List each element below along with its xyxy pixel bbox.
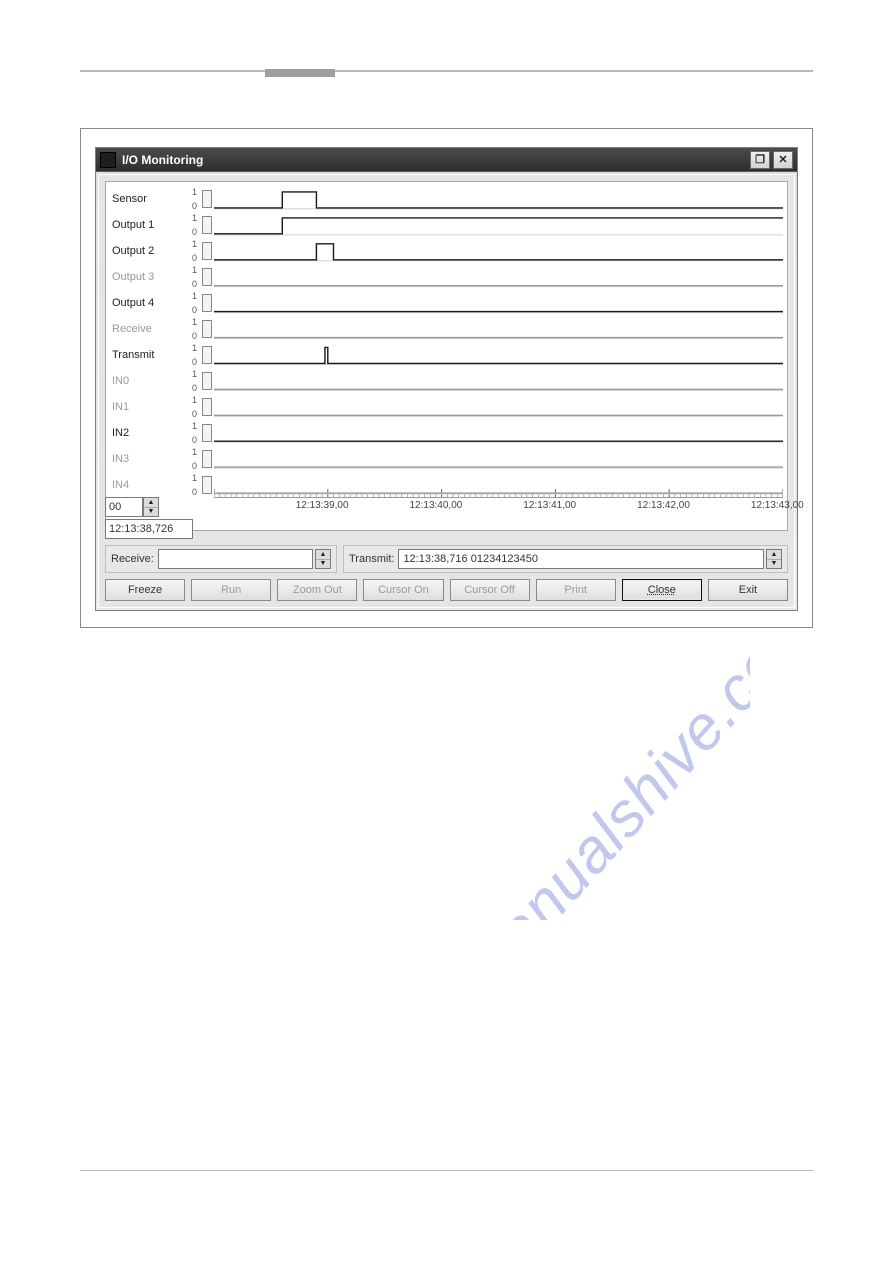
axis-tick: 12:13:41,00 bbox=[523, 500, 576, 511]
window-icon bbox=[100, 152, 116, 168]
freeze-button[interactable]: Freeze bbox=[105, 579, 185, 601]
signal-scale: 10 bbox=[192, 186, 214, 212]
exit-button[interactable]: Exit bbox=[708, 579, 788, 601]
receive-spinner[interactable]: ▲ ▼ bbox=[315, 549, 331, 569]
signal-scale: 10 bbox=[192, 316, 214, 342]
close-action-button[interactable]: Close bbox=[622, 579, 702, 601]
signal-scale: 10 bbox=[192, 264, 214, 290]
signal-label: Transmit bbox=[110, 342, 192, 368]
zoom-out-button[interactable]: Zoom Out bbox=[277, 579, 357, 601]
cursor-off-button[interactable]: Cursor Off bbox=[450, 579, 530, 601]
cursor-on-button[interactable]: Cursor On bbox=[363, 579, 443, 601]
timing-chart: SensorOutput 1Output 2Output 3Output 4Re… bbox=[105, 181, 788, 531]
receive-label: Receive: bbox=[111, 553, 154, 565]
time-readout: 12:13:38,726 bbox=[105, 519, 193, 539]
signal-scales: 101010101010101010101010 bbox=[192, 186, 214, 526]
axis-tick: 12:13:43,00 bbox=[751, 500, 804, 511]
spinner-down-icon[interactable]: ▼ bbox=[144, 508, 158, 517]
page-tab-marker bbox=[265, 69, 335, 77]
index-spinner[interactable]: ▲ ▼ bbox=[143, 497, 159, 517]
transmit-label: Transmit: bbox=[349, 553, 394, 565]
signal-scale: 10 bbox=[192, 290, 214, 316]
signal-scale: 10 bbox=[192, 394, 214, 420]
signal-label: IN2 bbox=[110, 420, 192, 446]
index-value[interactable]: 00 bbox=[105, 497, 143, 517]
signal-scale: 10 bbox=[192, 368, 214, 394]
signal-scale: 10 bbox=[192, 238, 214, 264]
plot-column: 12:13:39,00 12:13:40,00 12:13:41,00 12:13:4… bbox=[214, 186, 783, 526]
signal-label: Output 1 bbox=[110, 212, 192, 238]
signal-scale: 10 bbox=[192, 420, 214, 446]
signal-label: IN0 bbox=[110, 368, 192, 394]
plot-area[interactable] bbox=[214, 186, 783, 498]
spinner-up-icon[interactable]: ▲ bbox=[767, 550, 781, 560]
axis-tick: 12:13:40,00 bbox=[409, 500, 462, 511]
signal-scale: 10 bbox=[192, 212, 214, 238]
restore-button[interactable]: ❐ bbox=[750, 151, 770, 169]
print-button[interactable]: Print bbox=[536, 579, 616, 601]
signal-label: Receive bbox=[110, 316, 192, 342]
signal-label: Output 3 bbox=[110, 264, 192, 290]
axis-tick: 12:13:42,00 bbox=[637, 500, 690, 511]
receive-field[interactable] bbox=[158, 549, 313, 569]
titlebar[interactable]: I/O Monitoring ❐ ✕ bbox=[96, 148, 797, 172]
signal-scale: 10 bbox=[192, 446, 214, 472]
index-spinner-group[interactable]: 00 ▲ ▼ bbox=[105, 497, 193, 517]
signal-scale: 10 bbox=[192, 472, 214, 498]
screenshot-frame: I/O Monitoring ❐ ✕ SensorOutput 1Output … bbox=[80, 128, 813, 628]
transmit-field[interactable]: 12:13:38,716 01234123450 bbox=[398, 549, 764, 569]
io-fields-row: Receive: ▲ ▼ Transmit: 12:13:38,716 0123… bbox=[105, 545, 788, 573]
signal-label: IN1 bbox=[110, 394, 192, 420]
watermark-text: manualshive.com bbox=[448, 590, 750, 920]
axis-tick: 12:13:39,00 bbox=[296, 500, 349, 511]
time-axis: 12:13:39,00 12:13:40,00 12:13:41,00 12:13:4… bbox=[214, 498, 783, 526]
page-top-rule bbox=[80, 70, 813, 72]
button-row: Freeze Run Zoom Out Cursor On Cursor Off… bbox=[105, 579, 788, 601]
signal-label: Output 2 bbox=[110, 238, 192, 264]
window-title: I/O Monitoring bbox=[122, 153, 747, 167]
spinner-up-icon[interactable]: ▲ bbox=[144, 498, 158, 508]
run-button[interactable]: Run bbox=[191, 579, 271, 601]
close-button[interactable]: ✕ bbox=[773, 151, 793, 169]
signal-label: Output 4 bbox=[110, 290, 192, 316]
transmit-spinner[interactable]: ▲ ▼ bbox=[766, 549, 782, 569]
client-area: SensorOutput 1Output 2Output 3Output 4Re… bbox=[98, 174, 795, 608]
spinner-down-icon[interactable]: ▼ bbox=[316, 560, 330, 569]
page-bottom-rule bbox=[80, 1170, 813, 1171]
signal-labels: SensorOutput 1Output 2Output 3Output 4Re… bbox=[110, 186, 192, 526]
spinner-up-icon[interactable]: ▲ bbox=[316, 550, 330, 560]
signal-label: IN4 bbox=[110, 472, 192, 498]
signal-scale: 10 bbox=[192, 342, 214, 368]
spinner-down-icon[interactable]: ▼ bbox=[767, 560, 781, 569]
signal-label: IN3 bbox=[110, 446, 192, 472]
io-monitoring-window: I/O Monitoring ❐ ✕ SensorOutput 1Output … bbox=[95, 147, 798, 611]
signal-label: Sensor bbox=[110, 186, 192, 212]
